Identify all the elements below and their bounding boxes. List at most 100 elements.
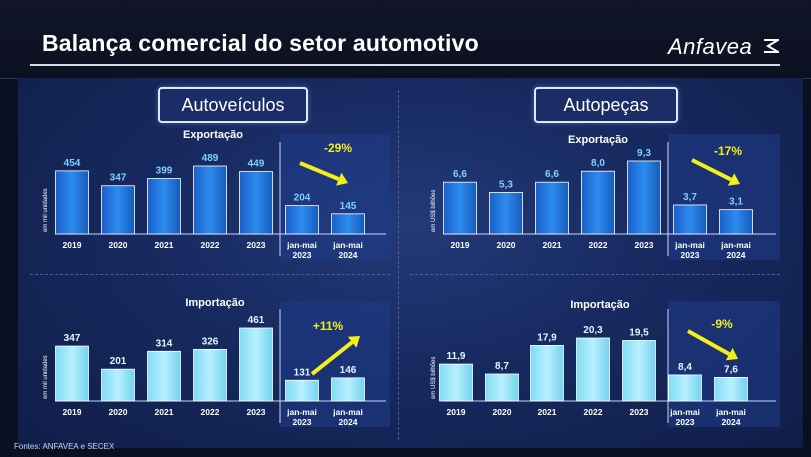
parts-export-bar-0 (443, 181, 477, 235)
parts-import-ylabel: em US$ bilhões (431, 357, 437, 399)
auto-export-tick-label-6-1: 2024 (339, 250, 358, 260)
section-autoveiculos: Autoveículos (158, 87, 308, 123)
auto-import-title: Importação (185, 297, 245, 309)
auto-import-tick-label-2-0: 2021 (155, 407, 174, 417)
parts-export-title: Exportação (568, 134, 628, 146)
auto-export-tick-label-5-0: jan-mai (286, 240, 317, 250)
parts-import-tick-label-6-1: 2024 (722, 417, 741, 427)
vertical-divider (398, 90, 399, 440)
parts-export-ylabel: em US$ bilhões (431, 190, 437, 232)
parts-import-tick-label-6-0: jan-mai (715, 407, 746, 417)
parts-export-data-label-3: 8,0 (591, 158, 605, 169)
auto-export-period-panel (280, 134, 390, 260)
parts-export-data-label-6: 3,1 (729, 197, 743, 208)
auto-import-data-label-2: 314 (156, 338, 173, 349)
title-underline (30, 64, 780, 66)
auto-import-tick-label-0-0: 2019 (63, 407, 82, 417)
parts-import-data-label-5: 8,4 (678, 362, 692, 373)
parts-import-trend-arrow-shaft (687, 329, 731, 356)
auto-import-bar-4 (239, 327, 273, 402)
auto-import-data-label-6: 146 (340, 365, 357, 376)
parts-export-bar-6 (719, 209, 753, 235)
auto-import-tick-label-5-0: jan-mai (286, 407, 317, 417)
parts-import-data-label-6: 7,6 (724, 364, 738, 375)
auto-export-tick-label-0-0: 2019 (63, 240, 82, 250)
parts-import-title: Importação (570, 299, 630, 311)
auto-import-data-label-1: 201 (110, 356, 127, 367)
parts-export-tick-label-1-0: 2020 (497, 240, 516, 250)
parts-export-bar-5 (673, 204, 707, 235)
auto-import-data-label-4: 461 (248, 315, 265, 326)
parts-export-tick-label-5-1: 2023 (681, 250, 700, 260)
parts-export-tick-label-4-0: 2023 (635, 240, 654, 250)
auto-export-title: Exportação (183, 129, 243, 141)
auto-export-tick-label-6-0: jan-mai (332, 240, 363, 250)
parts-export-tick-label-6-0: jan-mai (720, 240, 751, 250)
auto-export-bar-5 (285, 205, 319, 235)
parts-import-tick-label-2-0: 2021 (538, 407, 557, 417)
parts-export-tick-label-6-1: 2024 (727, 250, 746, 260)
auto-export-data-label-4: 449 (248, 159, 265, 170)
parts-export-data-label-4: 9,3 (637, 148, 651, 159)
parts-import-bar-5 (668, 374, 702, 402)
parts-import-bar-0 (439, 363, 473, 402)
source-note: Fontes: ANFAVEA e SECEX (14, 442, 115, 451)
parts-export-data-label-2: 6,6 (545, 169, 559, 180)
parts-import-bar-1 (485, 373, 519, 402)
parts-export-bar-4 (627, 160, 661, 235)
auto-import-bar-2 (147, 350, 181, 402)
parts-export-tick-label-0-0: 2019 (451, 240, 470, 250)
parts-import-tick-label-1-0: 2020 (493, 407, 512, 417)
auto-import-ylabel: em mil unidades (43, 355, 49, 399)
parts-import-bar-2 (530, 345, 564, 402)
section-autopecas: Autopeças (534, 87, 678, 123)
parts-import-tick-label-5-1: 2023 (676, 417, 695, 427)
page-title: Balança comercial do setor automotivo (42, 30, 479, 56)
parts-export-bar-1 (489, 191, 523, 235)
auto-import-trend-arrow-head (347, 336, 360, 348)
auto-export-data-label-1: 347 (110, 173, 127, 184)
auto-import-tick-label-5-1: 2023 (293, 417, 312, 427)
logo-mark-icon (764, 39, 779, 53)
parts-export-data-label-1: 5,3 (499, 179, 513, 190)
parts-import-tick-label-0-0: 2019 (447, 407, 466, 417)
auto-import-tick-label-3-0: 2022 (201, 407, 220, 417)
parts-import-tick-label-4-0: 2023 (630, 407, 649, 417)
auto-export-tick-label-5-1: 2023 (293, 250, 312, 260)
auto-export-data-label-3: 489 (202, 153, 219, 164)
auto-export-tick-label-3-0: 2022 (201, 240, 220, 250)
auto-import-tick-label-6-1: 2024 (339, 417, 358, 427)
parts-import-data-label-1: 8,7 (495, 361, 509, 372)
auto-export-data-label-2: 399 (156, 166, 173, 177)
auto-import-bar-1 (101, 368, 135, 402)
auto-export-change-annotation: -29% (324, 141, 352, 155)
auto-export-tick-label-1-0: 2020 (109, 240, 128, 250)
parts-import-period-panel (668, 301, 780, 427)
parts-import-data-label-0: 11,9 (447, 351, 466, 362)
auto-import-tick-label-1-0: 2020 (109, 407, 128, 417)
auto-import-bar-0 (55, 345, 89, 402)
auto-import-data-label-5: 131 (294, 367, 311, 378)
auto-import-data-label-0: 347 (64, 333, 81, 344)
right-horizontal-divider (410, 274, 780, 275)
auto-export-data-label-5: 204 (294, 193, 311, 204)
auto-export-bar-3 (193, 165, 227, 235)
parts-import-data-label-2: 17,9 (537, 332, 557, 343)
parts-import-bar-3 (576, 337, 610, 402)
auto-import-bar-5 (285, 379, 319, 402)
auto-export-trend-arrow-head (336, 172, 348, 186)
parts-import-bar-4 (622, 340, 656, 402)
auto-export-data-label-0: 454 (64, 158, 81, 169)
parts-export-trend-arrow-shaft (691, 158, 732, 182)
auto-export-tick-label-2-0: 2021 (155, 240, 174, 250)
auto-import-bar-6 (331, 377, 365, 402)
parts-import-tick-label-3-0: 2022 (584, 407, 603, 417)
auto-export-bar-1 (101, 185, 135, 235)
auto-import-bar-3 (193, 348, 227, 402)
parts-import-bar-6 (714, 377, 748, 402)
parts-import-data-label-4: 19,5 (629, 327, 649, 338)
parts-import-trend-arrow-head (725, 348, 738, 361)
parts-export-period-panel (668, 134, 780, 260)
auto-export-bar-0 (55, 170, 89, 235)
